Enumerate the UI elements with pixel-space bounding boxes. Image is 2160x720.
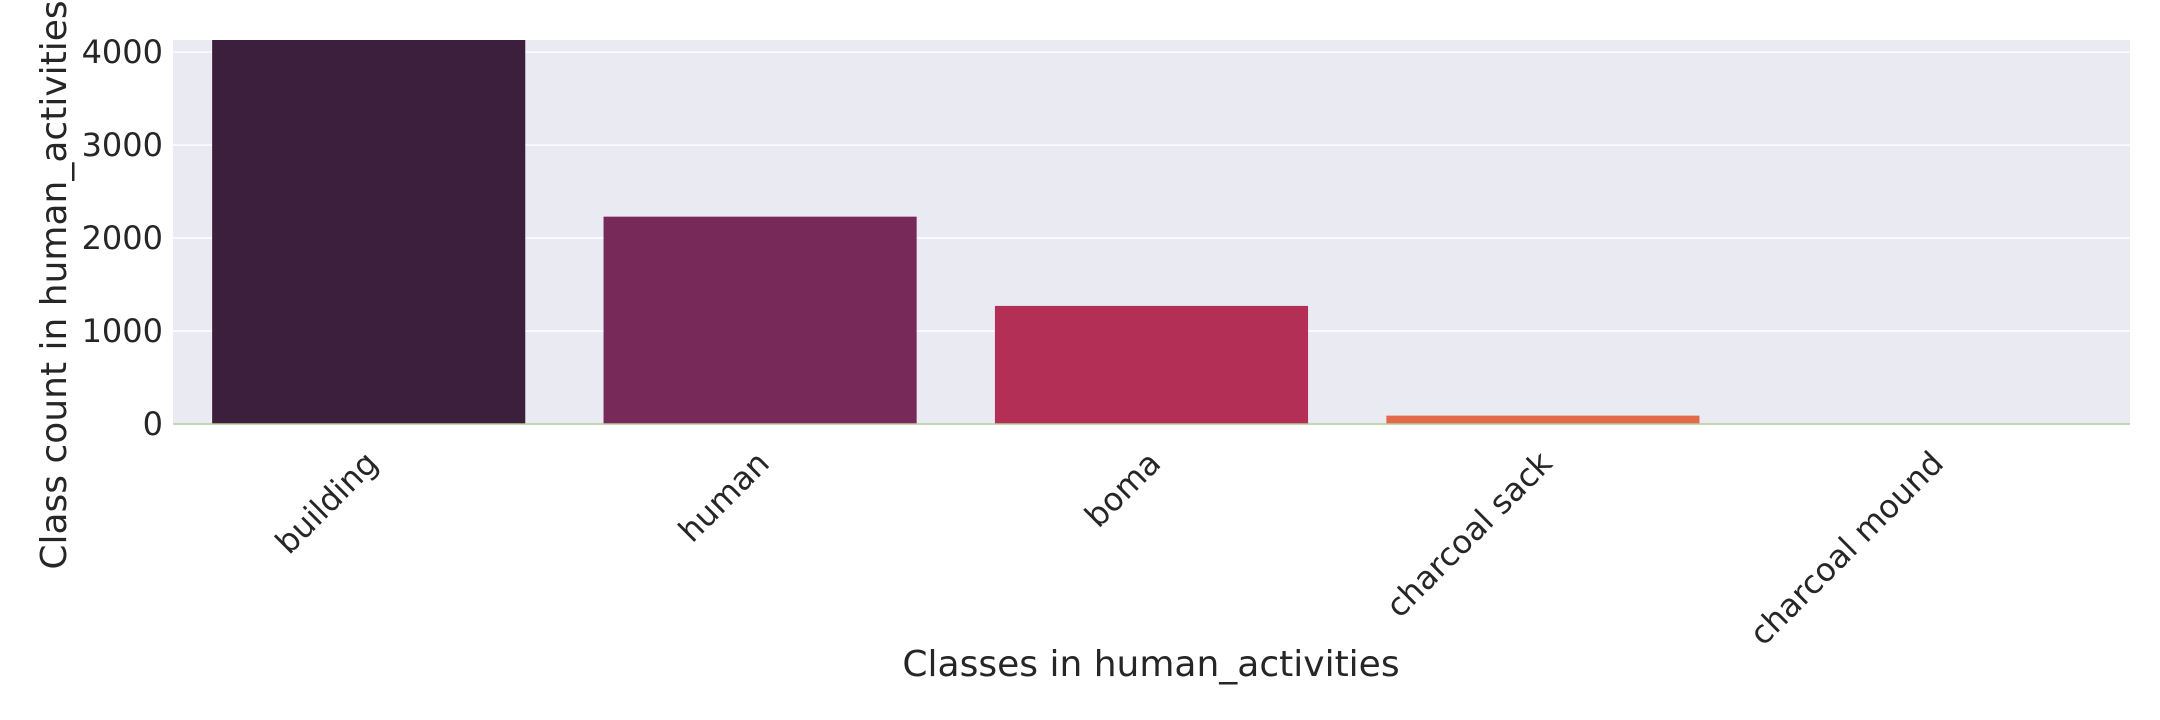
y-tick-label-2: 2000 <box>82 219 163 257</box>
x-tick-label-human: human <box>671 444 777 550</box>
bar-boma <box>994 305 1309 424</box>
y-tick-labels: 0 1000 2000 3000 4000 <box>82 33 163 443</box>
x-tick-label-charcoal-mound: charcoal mound <box>1742 444 1951 653</box>
x-tick-label-boma: boma <box>1077 444 1168 535</box>
bars <box>173 40 2130 425</box>
x-axis-title: Classes in human_activities <box>902 644 1399 685</box>
y-tick-label-4: 4000 <box>82 33 163 71</box>
y-axis-title: Class count in human_activities <box>34 0 75 569</box>
y-tick-label-1: 1000 <box>82 312 163 350</box>
x-tick-label-building: building <box>268 444 386 562</box>
x-tick-label-charcoal-sack: charcoal sack <box>1378 443 1559 624</box>
bar-building <box>212 40 526 424</box>
y-tick-label-0: 0 <box>143 405 163 443</box>
bar-human <box>603 216 917 424</box>
x-tick-labels: building human boma charcoal sack charcoal m… <box>268 443 1951 652</box>
y-tick-label-3: 3000 <box>82 126 163 164</box>
bar-charcoal-sack <box>1386 415 1700 424</box>
